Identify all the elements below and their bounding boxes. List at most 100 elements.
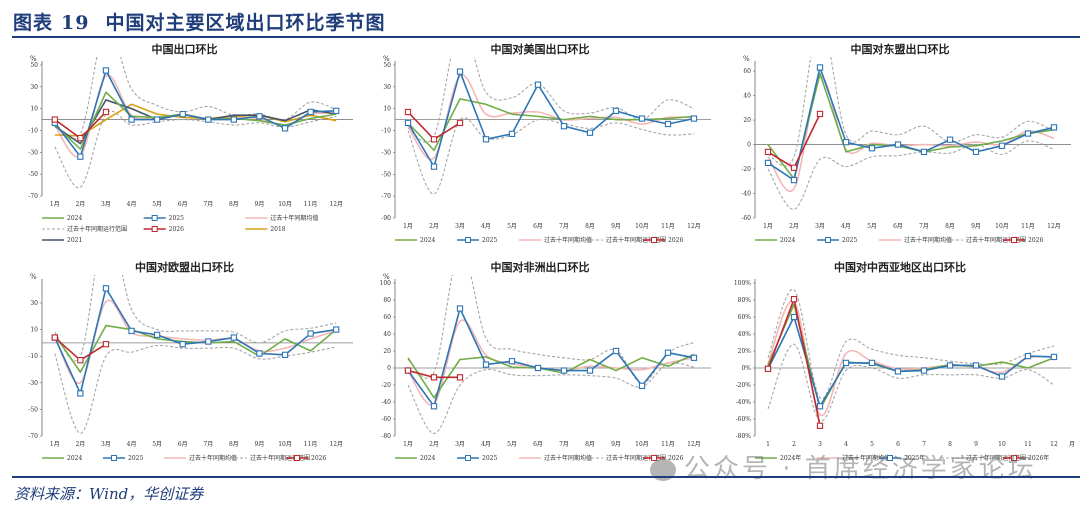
legend-marker-y2025 xyxy=(825,237,831,243)
legend-label: 2026 xyxy=(668,455,683,462)
y-tick-label: 30 xyxy=(383,84,391,91)
legend-label: 2026 xyxy=(668,237,683,244)
x-tick-label: 11 xyxy=(1024,441,1032,448)
data-point-y2025 xyxy=(430,403,438,410)
data-point-y2025 xyxy=(456,305,464,312)
legend-label: 2026年 xyxy=(1028,454,1049,462)
y-tick-label: 0 xyxy=(747,142,751,149)
data-point-y2025 xyxy=(690,115,698,122)
data-point-y2025 xyxy=(946,136,954,143)
chart-title: 中国对美国出口环比 xyxy=(491,42,590,56)
data-point-y2025 xyxy=(842,138,850,146)
legend-label: 过去十年同期均值 xyxy=(904,236,952,244)
chart-title: 中国对东盟出口环比 xyxy=(851,42,950,56)
x-tick-label: 6 xyxy=(896,441,900,448)
y-tick-label: 10 xyxy=(30,327,38,334)
chart-panel-us: 中国对美国出口环比% 50 30 10 -10 -30 -50 -70 -90 1月 2月 3月 4月 5… xyxy=(365,40,715,255)
data-point-y2025 xyxy=(972,362,980,369)
data-point-y2025 xyxy=(868,359,876,367)
data-point-y2025 xyxy=(842,359,850,367)
data-point-y2025 xyxy=(77,153,84,160)
x-tick-label: 12月 xyxy=(1047,223,1061,230)
series-line-y2025 xyxy=(407,307,695,408)
x-tick-label: 3月 xyxy=(101,441,111,448)
x-tick-label: 12 xyxy=(1050,441,1058,448)
x-tick-label: 7 xyxy=(922,441,926,448)
x-tick-label: 11月 xyxy=(304,201,318,208)
x-tick-label: 4月 xyxy=(841,223,851,230)
y-tick-label: 40 xyxy=(743,93,751,100)
chart-svg: 中国对东盟出口环比% 60 40 20 0 -20 -40 -60 1月 2月 3月 4月 5月 6月 7月… xyxy=(741,42,1071,244)
data-point-y2025 xyxy=(586,367,594,374)
x-tick-label: 8 xyxy=(948,441,952,448)
y-tick-label: -60 xyxy=(381,416,391,423)
legend-marker-y2025 xyxy=(887,455,893,461)
x-tick-label: 6月 xyxy=(178,201,188,208)
chart-title: 中国对欧盟出口环比 xyxy=(135,260,234,274)
data-point-y2025 xyxy=(790,313,798,321)
series-line-y2025 xyxy=(767,66,1055,181)
figure-title-text: 中国对主要区域出口环比季节图 xyxy=(105,12,386,34)
x-tick-label: 4月 xyxy=(127,201,137,208)
x-tick-label: 10 xyxy=(998,441,1006,448)
legend-label: 2024 xyxy=(420,455,435,462)
series-line-avg10 xyxy=(407,74,695,160)
data-point-y2025 xyxy=(205,116,212,123)
legend-label: 2025 xyxy=(482,455,497,462)
y-tick-label: -70 xyxy=(381,193,391,200)
data-point-y2025 xyxy=(894,368,902,375)
data-point-y2025 xyxy=(764,159,772,167)
y-tick-label: 50 xyxy=(30,62,38,69)
data-point-y2025 xyxy=(612,347,620,355)
data-point-y2025 xyxy=(77,390,84,397)
y-tick-label: -10 xyxy=(381,128,391,135)
data-point-y2025 xyxy=(256,350,263,357)
data-point-y2025 xyxy=(482,136,490,143)
data-point-y2025 xyxy=(816,403,824,410)
data-point-y2025 xyxy=(230,334,238,341)
legend-label: 过去十年同期均值 xyxy=(270,214,318,222)
y-tick-label: 20 xyxy=(383,348,391,355)
watermark-text: 公众号 · 首席经济学家论坛 xyxy=(684,454,1037,484)
data-point-y2026 xyxy=(77,134,84,142)
plot-area xyxy=(404,57,698,195)
x-tick-label: 1月 xyxy=(50,201,60,208)
data-point-y2025 xyxy=(482,361,490,368)
x-tick-label: 9月 xyxy=(255,201,265,208)
data-point-y2025 xyxy=(946,362,954,369)
chart-panel-asean: 中国对东盟出口环比% 60 40 20 0 -20 -40 -60 1月 2月 3月 4月 5月 6月 7月… xyxy=(725,40,1075,255)
series-line-avg10 xyxy=(767,300,1055,417)
data-point-y2025 xyxy=(534,364,542,372)
legend-marker-y2025 xyxy=(111,455,117,461)
data-point-y2025 xyxy=(281,125,289,132)
y-tick-label: -70 xyxy=(28,433,38,440)
chart-svg: 中国出口环比%50 30 10 -10 -30 -50 -70 1月 2月 3月 4月 5月 6月 7月 8… xyxy=(28,42,353,244)
chart-svg: 中国对欧盟出口环比% 30 10 -10 -30 -50 -70 1月 2月 3月 4月 5月 6月 7月… xyxy=(28,260,353,462)
data-point-y2026 xyxy=(430,136,438,143)
x-tick-label: 10月 xyxy=(995,223,1009,230)
x-tick-label: 7月 xyxy=(919,223,929,230)
x-tick-label: 8月 xyxy=(585,441,595,448)
data-point-y2025 xyxy=(560,123,568,130)
legend-label: 2018 xyxy=(270,226,285,233)
data-point-y2025 xyxy=(1050,353,1058,361)
legend-label: 过去十年同期运行范围 xyxy=(966,236,1026,244)
x-tick-label: 10月 xyxy=(278,441,292,448)
data-point-y2025 xyxy=(868,145,876,152)
data-point-y2026 xyxy=(816,422,824,429)
y-tick-label: 20 xyxy=(743,117,751,124)
legend-label: 过去十年同期运行范围 xyxy=(606,454,666,462)
y-tick-label: -50 xyxy=(381,171,391,178)
plot-area xyxy=(764,289,1058,429)
data-point-y2025 xyxy=(281,351,289,358)
legend-label: 过去十年同期均值 xyxy=(189,454,237,462)
x-tick-label: 11月 xyxy=(1021,223,1035,230)
x-tick-label: 1月 xyxy=(763,223,773,230)
x-tick-label: 12月 xyxy=(329,441,343,448)
legend-marker-y2026 xyxy=(151,226,158,232)
x-tick-label: 11月 xyxy=(661,223,675,230)
data-point-y2025 xyxy=(307,108,314,116)
legend-label: 2025 xyxy=(482,237,497,244)
figure-number: 19 xyxy=(61,12,90,34)
y-tick-label: -70 xyxy=(28,193,38,200)
